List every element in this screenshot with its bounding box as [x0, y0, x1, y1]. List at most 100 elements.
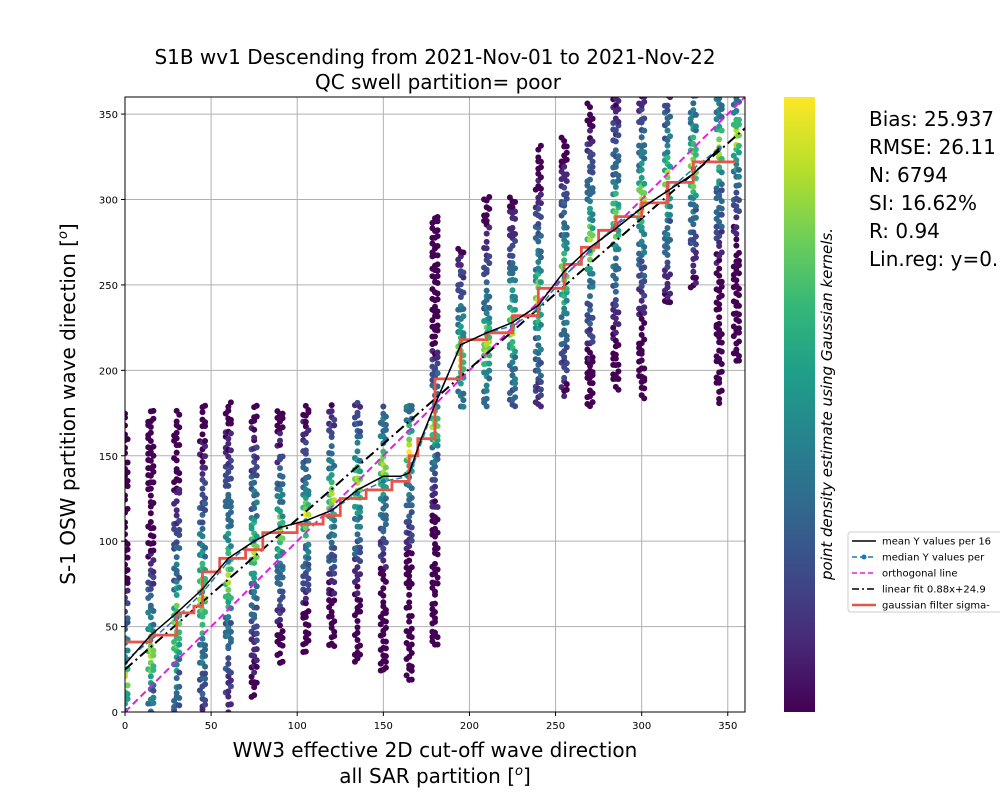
scatter-point: [202, 681, 209, 688]
scatter-point: [251, 669, 258, 676]
scatter-point: [716, 164, 723, 171]
scatter-point: [408, 641, 415, 648]
scatter-point: [667, 299, 674, 306]
scatter-point: [279, 415, 286, 422]
y-axis-close: ]: [56, 223, 80, 231]
scatter-point: [733, 107, 740, 114]
scatter-point: [589, 338, 596, 345]
scatter-point: [692, 274, 699, 281]
scatter-point: [176, 545, 183, 552]
scatter-point: [589, 270, 596, 277]
scatter-point: [483, 403, 490, 410]
scatter-point: [612, 337, 619, 344]
scatter-point: [735, 357, 742, 364]
scatter-point: [253, 464, 260, 471]
scatter-point: [225, 435, 232, 442]
scatter-point: [735, 121, 742, 128]
scatter-point: [251, 692, 258, 699]
scatter-point: [176, 424, 183, 431]
scatter-point: [509, 242, 516, 249]
scatter-point: [125, 459, 131, 466]
scatter-point: [380, 557, 387, 564]
scatter-point: [406, 604, 413, 611]
scatter-point: [483, 287, 490, 294]
scatter-point: [432, 365, 438, 372]
scatter-point: [253, 595, 260, 602]
scatter-point: [509, 252, 516, 259]
scatter-point: [253, 646, 260, 653]
scatter-point: [589, 369, 596, 376]
scatter-point: [150, 463, 157, 470]
scatter-point: [432, 588, 438, 595]
scatter-point: [692, 214, 699, 221]
scatter-point: [434, 349, 441, 356]
scatter-point: [587, 320, 593, 327]
scatter-point: [483, 212, 490, 219]
scatter-point: [403, 672, 410, 679]
scatter-point: [354, 576, 361, 583]
scatter-point: [537, 372, 544, 379]
scatter-point: [305, 622, 312, 629]
scatter-point: [408, 537, 415, 544]
scatter-point: [227, 399, 234, 406]
scatter-point: [537, 164, 544, 171]
scatter-point: [457, 380, 464, 387]
scatter-point: [434, 290, 441, 297]
scatter-point: [667, 271, 674, 278]
scatter-point: [434, 451, 441, 458]
scatter-point: [718, 181, 725, 188]
scatter-point: [718, 228, 725, 235]
scatter-point: [641, 190, 648, 197]
scatter-point: [357, 504, 364, 511]
scatter-point: [589, 333, 596, 340]
plot-frame: [124, 96, 746, 713]
scatter-point: [382, 521, 389, 528]
scatter-point: [328, 402, 335, 409]
scatter-point: [692, 254, 699, 261]
scatter-point: [563, 333, 570, 340]
scatter-point: [227, 447, 234, 454]
scatter-point: [253, 637, 260, 644]
scatter-point: [612, 302, 619, 309]
scatter-point: [279, 424, 286, 431]
scatter-point: [277, 508, 283, 515]
scatter-point: [638, 357, 645, 364]
scatter-point: [150, 628, 157, 635]
scatter-point: [615, 177, 622, 184]
scatter-point: [125, 546, 131, 553]
scatter-point: [434, 213, 441, 220]
scatter-point: [432, 615, 438, 622]
scatter-point: [354, 439, 361, 446]
scatter-point: [150, 568, 157, 575]
scatter-point: [408, 509, 415, 516]
scatter-point: [176, 470, 183, 477]
scatter-point: [227, 636, 234, 643]
scatter-point: [354, 617, 361, 624]
scatter-point: [147, 510, 154, 517]
scatter-point: [331, 618, 338, 625]
scatter-point: [664, 149, 671, 156]
scatter-point: [664, 102, 671, 109]
scatter-point: [176, 641, 183, 648]
scatter-point: [537, 185, 544, 192]
scatter-point: [279, 513, 286, 520]
scatter-point: [641, 97, 648, 100]
scatter-point: [331, 545, 338, 552]
scatter-point: [612, 282, 619, 289]
scatter-point: [408, 613, 415, 620]
scatter-point: [382, 664, 389, 671]
scatter-point: [716, 396, 723, 403]
scatter-point: [690, 134, 697, 141]
scatter-point: [483, 238, 490, 245]
scatter-point: [563, 156, 570, 163]
scatter-point: [150, 580, 157, 587]
scatter-point: [150, 694, 157, 701]
scatter-point: [535, 154, 542, 161]
scatter-point: [382, 624, 389, 631]
scatter-point: [537, 392, 544, 399]
scatter-point: [641, 142, 648, 149]
scatter-point: [587, 127, 593, 134]
scatter-point: [638, 134, 645, 141]
scatter-point: [277, 581, 283, 588]
scatter-point: [202, 507, 209, 514]
